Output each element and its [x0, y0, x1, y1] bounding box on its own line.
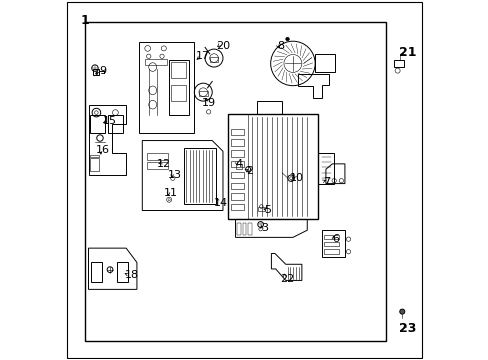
- Text: 19: 19: [201, 98, 215, 108]
- Text: 9: 9: [99, 66, 106, 76]
- Bar: [247, 223, 251, 234]
- Bar: [324, 242, 338, 246]
- Bar: [242, 223, 246, 234]
- Bar: [314, 54, 334, 72]
- Bar: [317, 153, 333, 184]
- Bar: [93, 69, 99, 75]
- Text: 6: 6: [332, 234, 339, 244]
- Bar: [231, 139, 244, 146]
- Text: 15: 15: [103, 116, 117, 126]
- Bar: [257, 207, 264, 211]
- Bar: [108, 116, 122, 134]
- Text: 20: 20: [216, 41, 229, 50]
- Bar: [257, 101, 282, 114]
- Text: 11: 11: [163, 188, 178, 198]
- Text: 4: 4: [235, 159, 242, 169]
- Text: 7: 7: [323, 177, 330, 187]
- Bar: [231, 204, 244, 211]
- Bar: [90, 155, 99, 157]
- Text: 12: 12: [157, 159, 170, 169]
- Bar: [231, 129, 244, 135]
- Bar: [231, 183, 244, 189]
- Text: 17: 17: [196, 51, 210, 61]
- Text: 3: 3: [260, 224, 267, 233]
- Bar: [145, 59, 166, 65]
- Text: 8: 8: [276, 41, 284, 50]
- Text: 13: 13: [167, 170, 181, 180]
- Bar: [169, 60, 188, 116]
- Circle shape: [96, 72, 98, 75]
- Bar: [231, 161, 244, 167]
- Bar: [231, 172, 244, 178]
- Text: 1: 1: [81, 14, 89, 27]
- Bar: [183, 148, 215, 204]
- Bar: [231, 150, 244, 157]
- Bar: [117, 262, 128, 282]
- Bar: [90, 158, 99, 171]
- Text: 5: 5: [264, 206, 271, 216]
- Bar: [209, 57, 218, 62]
- Bar: [394, 60, 404, 67]
- Bar: [146, 162, 168, 169]
- Bar: [324, 234, 338, 239]
- Text: 2: 2: [246, 166, 253, 176]
- Text: 18: 18: [124, 270, 138, 280]
- Text: 10: 10: [289, 173, 303, 183]
- Text: 22: 22: [280, 274, 294, 284]
- Bar: [237, 223, 241, 234]
- Circle shape: [399, 309, 404, 314]
- Bar: [139, 42, 194, 134]
- Bar: [90, 116, 104, 134]
- Bar: [231, 193, 244, 200]
- Text: 21: 21: [398, 46, 416, 59]
- Bar: [324, 249, 338, 253]
- Text: 16: 16: [96, 144, 110, 154]
- Bar: [235, 164, 242, 168]
- Bar: [228, 114, 317, 220]
- Bar: [171, 62, 185, 78]
- Bar: [91, 262, 102, 282]
- Bar: [171, 85, 185, 101]
- Circle shape: [285, 37, 289, 41]
- Bar: [146, 153, 168, 160]
- Text: 14: 14: [214, 198, 228, 208]
- Text: 23: 23: [398, 322, 415, 335]
- Bar: [321, 230, 344, 257]
- Bar: [85, 22, 386, 341]
- Bar: [199, 91, 207, 96]
